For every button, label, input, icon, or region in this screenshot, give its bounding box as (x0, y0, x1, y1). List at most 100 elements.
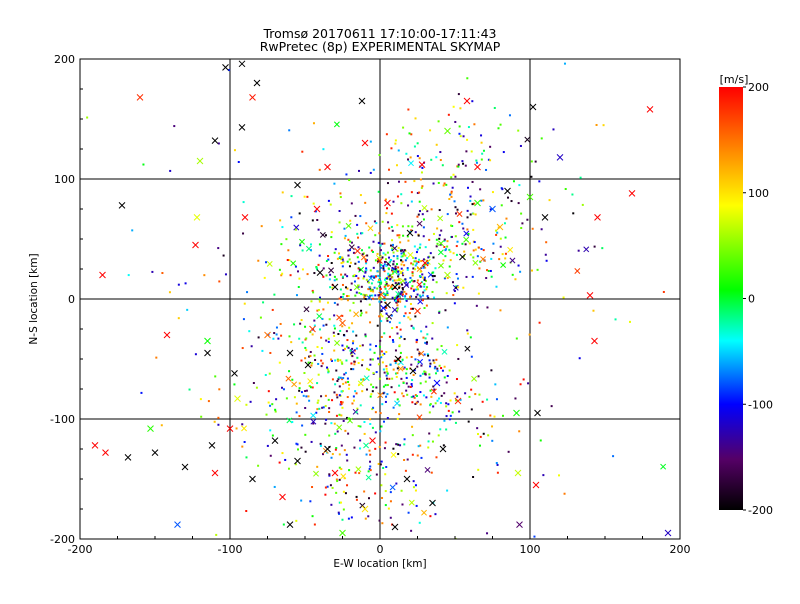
data-point (391, 266, 394, 269)
data-point (352, 275, 355, 278)
data-point (434, 513, 437, 516)
data-point (410, 383, 413, 386)
data-point (316, 345, 319, 348)
data-point (571, 193, 574, 196)
data-point (287, 467, 290, 470)
data-point (448, 369, 451, 372)
data-point (347, 238, 350, 241)
data-point (290, 195, 293, 198)
data-point (384, 277, 387, 280)
data-point (410, 200, 413, 203)
data-point (504, 236, 507, 239)
data-point (452, 294, 455, 297)
data-point (395, 375, 398, 378)
data-point (348, 417, 351, 420)
data-point (365, 293, 368, 296)
data-point (335, 369, 338, 372)
data-point (398, 236, 401, 239)
data-cross (574, 268, 581, 274)
data-point (357, 425, 360, 428)
data-point (363, 421, 366, 424)
data-cross (367, 275, 374, 282)
data-point (322, 308, 325, 311)
data-point (372, 290, 375, 293)
data-point (177, 317, 180, 320)
data-cross (328, 267, 335, 274)
data-point (411, 225, 414, 228)
data-point (414, 231, 417, 234)
data-point (257, 259, 260, 262)
data-point (496, 471, 499, 474)
data-point (327, 340, 330, 343)
data-point (432, 278, 435, 281)
data-point (285, 397, 288, 400)
data-point (379, 412, 382, 415)
data-point (468, 242, 471, 245)
data-cross (294, 457, 301, 465)
data-point (417, 261, 420, 264)
data-point (394, 362, 397, 365)
data-point (487, 434, 490, 437)
data-point (242, 318, 245, 321)
data-point (385, 317, 388, 320)
data-point (452, 252, 455, 255)
data-point (364, 517, 367, 520)
data-point (350, 516, 353, 519)
data-point (373, 351, 376, 354)
data-point (450, 190, 453, 193)
data-point (455, 253, 458, 256)
data-point (309, 355, 312, 358)
data-point (474, 393, 477, 396)
data-point (418, 275, 421, 278)
data-point (383, 296, 386, 299)
data-point (469, 199, 472, 202)
data-point (379, 282, 382, 285)
data-point (425, 342, 428, 345)
data-point (325, 418, 328, 421)
data-point (318, 300, 321, 303)
data-point (257, 336, 260, 339)
data-cross (367, 225, 374, 232)
data-cross (331, 469, 339, 477)
data-point (424, 337, 427, 340)
data-cross (319, 231, 326, 238)
data-point (356, 256, 359, 259)
data-point (449, 250, 452, 253)
data-point (494, 383, 497, 386)
data-point (338, 478, 341, 481)
data-point (432, 232, 435, 235)
data-point (404, 312, 407, 315)
data-point (397, 282, 400, 285)
data-point (398, 285, 401, 288)
data-point (378, 445, 381, 448)
data-point (288, 129, 291, 132)
data-point (545, 259, 548, 262)
data-point (489, 208, 492, 211)
data-point (368, 246, 371, 249)
data-point (341, 325, 344, 328)
data-point (340, 402, 343, 405)
data-point (349, 219, 352, 222)
data-point (495, 398, 498, 401)
data-point (431, 322, 434, 325)
data-point (334, 432, 337, 435)
data-point (278, 461, 281, 464)
data-point (415, 394, 418, 397)
data-point (412, 267, 415, 270)
data-point (552, 128, 555, 131)
data-point (287, 249, 290, 252)
data-point (390, 147, 393, 150)
data-point (297, 286, 300, 289)
data-point (349, 240, 352, 243)
data-point (397, 266, 400, 269)
data-point (340, 390, 343, 393)
data-point (400, 255, 403, 258)
data-point (424, 246, 427, 249)
data-point (416, 365, 419, 368)
data-point (506, 196, 509, 199)
data-point (474, 213, 477, 216)
data-point (415, 338, 418, 341)
data-point (414, 489, 417, 492)
data-cross (429, 499, 436, 507)
data-point (294, 463, 297, 466)
